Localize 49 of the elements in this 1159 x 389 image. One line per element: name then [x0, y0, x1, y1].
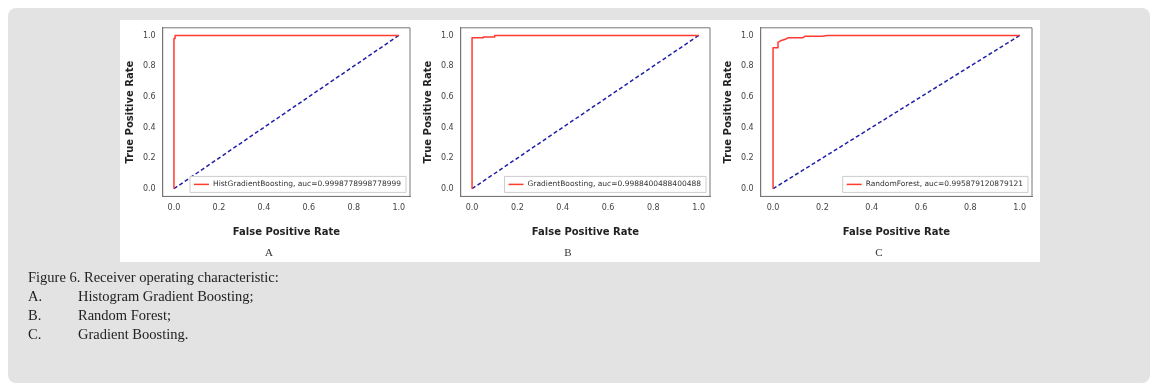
y-tick-label: 0.0: [740, 183, 754, 193]
x-tick-label: 0.0: [167, 203, 181, 213]
x-tick-label: 0.4: [257, 203, 271, 213]
y-tick-label: 0.4: [740, 122, 754, 132]
x-tick-label: 0.6: [914, 203, 928, 213]
text: Figure 6. Receiver operating characteristic:: [28, 268, 280, 287]
x-tick-label: 0.8: [646, 203, 660, 213]
x-tick-label: 0.4: [865, 203, 879, 213]
y-tick-label: 0.6: [142, 91, 156, 101]
y-tick-label: 0.0: [142, 183, 156, 193]
y-tick-label: 0.6: [740, 91, 754, 101]
y-tick-label: 1.0: [740, 30, 754, 40]
y-tick-label: 1.0: [440, 30, 454, 40]
y-axis-title: True Positive Rate: [421, 60, 433, 164]
text: C: [874, 246, 884, 258]
x-axis-title: False Positive Rate: [842, 225, 951, 237]
y-tick-label: 0.0: [440, 183, 454, 193]
text: C. Gradient Boosting.: [28, 326, 189, 342]
text: A. Histogram Gradient Boosting;: [28, 288, 254, 304]
y-tick-label: 0.2: [740, 153, 754, 163]
x-tick-label: 0.4: [556, 203, 570, 213]
x-tick-label: 0.2: [511, 203, 524, 213]
text: B. Random Forest;: [28, 307, 172, 323]
x-tick-label: 0.2: [212, 203, 226, 213]
text: B: [563, 246, 573, 258]
y-tick-label: 0.4: [142, 122, 156, 132]
y-tick-label: 0.8: [440, 61, 454, 71]
x-tick-label: 0.2: [816, 203, 829, 213]
y-tick-label: 0.2: [142, 153, 156, 163]
y-tick-label: 0.8: [740, 61, 754, 71]
y-tick-label: 0.2: [440, 153, 454, 163]
y-axis-title: True Positive Rate: [721, 60, 733, 164]
text: A: [264, 246, 274, 258]
x-tick-label: 0.6: [601, 203, 615, 213]
x-tick-label: 1.0: [692, 203, 706, 213]
x-axis-title: False Positive Rate: [232, 225, 341, 237]
x-tick-label: 0.8: [347, 203, 361, 213]
y-axis-title: True Positive Rate: [123, 60, 135, 164]
x-tick-label: 0.0: [465, 203, 479, 213]
x-tick-label: 1.0: [392, 203, 406, 213]
y-tick-label: 0.8: [142, 61, 156, 71]
y-tick-label: 0.6: [440, 91, 454, 101]
x-tick-label: 0.8: [963, 203, 977, 213]
x-tick-label: 1.0: [1013, 203, 1027, 213]
x-tick-label: 0.6: [302, 203, 316, 213]
x-axis-title: False Positive Rate: [531, 225, 640, 237]
y-tick-label: 1.0: [142, 30, 156, 40]
x-tick-label: 0.0: [766, 203, 780, 213]
y-tick-label: 0.4: [440, 122, 454, 132]
